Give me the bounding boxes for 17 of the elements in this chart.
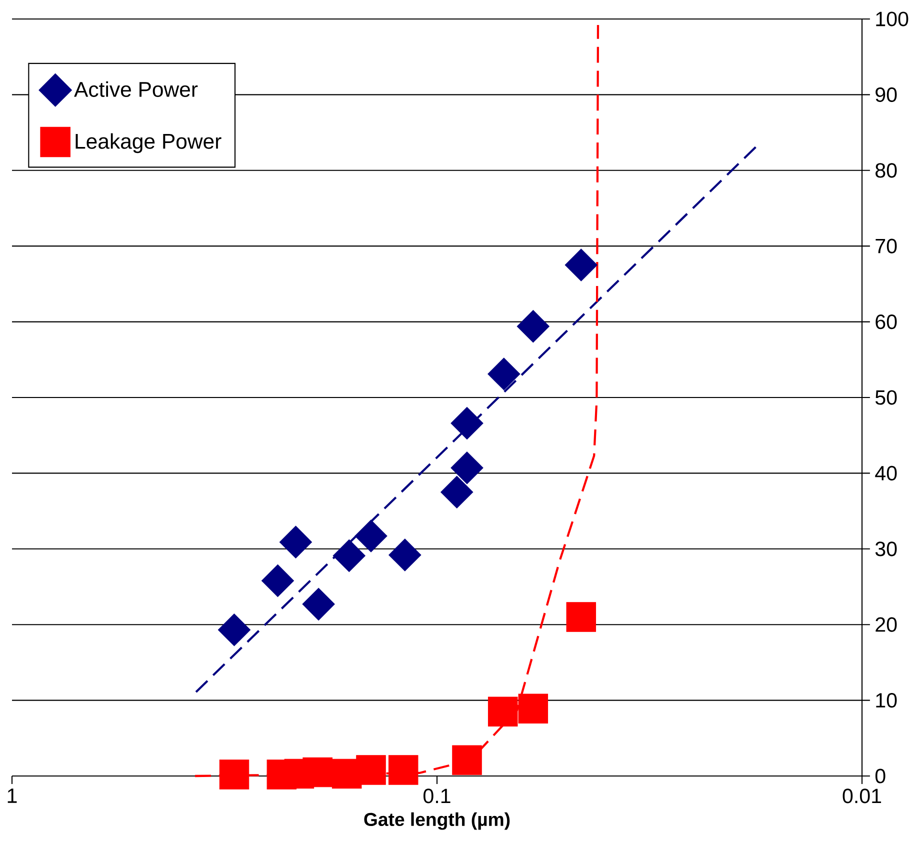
y-tick-label: 60 [876,314,897,330]
y-tick-label: 10 [876,693,897,708]
y-tick-label: 20 [876,617,897,632]
legend-label: Active Power [74,81,198,97]
y-tick-label: 30 [875,542,897,556]
x-tick-label: 0.1 [424,788,450,804]
y-tick-label: 40 [875,466,897,480]
x-tick-label: 0.01 [842,788,882,804]
y-tick-label: 90 [876,87,897,102]
y-tick-label: 0 [875,768,886,784]
legend-label: Leakage Power [76,133,222,154]
y-tick-label: 80 [876,163,897,178]
y-tick-label: 50 [875,390,897,405]
x-tick-label: 1 [8,788,17,803]
y-tick-label: 100 [876,12,908,26]
x-axis-title: Gate length (µm) [364,812,510,830]
y-tick-label: 70 [876,238,897,254]
